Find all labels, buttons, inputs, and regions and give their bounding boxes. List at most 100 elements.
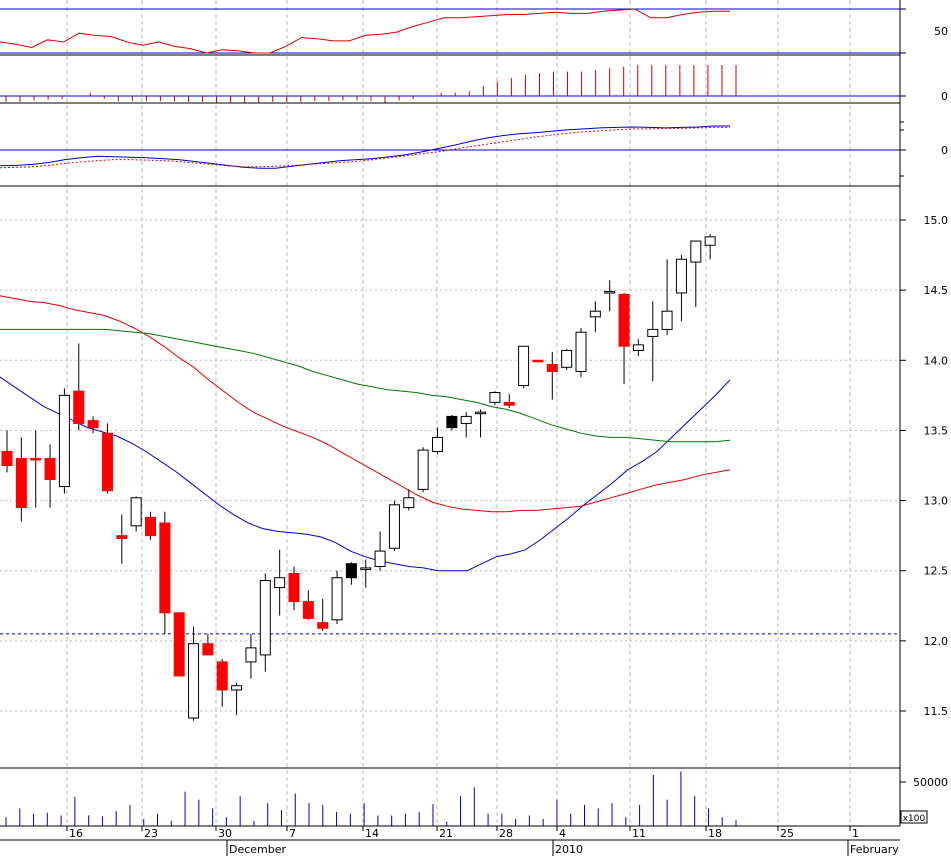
candle — [589, 301, 601, 333]
candle-body — [159, 522, 171, 614]
candle — [331, 570, 343, 625]
candle-body — [116, 535, 128, 539]
candle — [632, 339, 644, 357]
candle — [647, 301, 659, 382]
rsi-tick-label: 50 — [934, 25, 948, 38]
candle — [432, 427, 443, 455]
candle — [618, 292, 630, 385]
candle-body — [188, 643, 200, 719]
candle — [44, 444, 56, 508]
candle — [518, 345, 530, 389]
candle-body — [360, 567, 372, 570]
moving-average-line — [0, 328, 731, 443]
candle — [604, 280, 616, 312]
volume-multiplier-box — [900, 810, 928, 824]
candle-body — [518, 345, 530, 387]
candle — [159, 511, 171, 634]
candle-body — [374, 550, 386, 568]
grid-layer — [0, 0, 900, 826]
candle-body — [575, 331, 587, 373]
candle — [116, 514, 128, 564]
candle — [532, 359, 544, 363]
candle-body — [661, 310, 673, 330]
date-tick-label: 25 — [780, 827, 794, 840]
candle — [1, 430, 13, 473]
month-label: 2010 — [555, 843, 583, 856]
candle — [130, 496, 142, 532]
candle-body — [87, 420, 99, 429]
macd-line — [0, 125, 730, 169]
candle-body — [589, 310, 601, 318]
candle-body — [317, 622, 329, 629]
candle-body — [632, 344, 644, 351]
date-tick-label: 28 — [499, 827, 513, 840]
candle — [360, 559, 372, 588]
candle-body — [432, 436, 443, 452]
candle-body — [446, 415, 458, 429]
candle — [675, 255, 687, 322]
candle-body — [231, 685, 243, 691]
candle-body — [288, 573, 300, 603]
candle-body — [460, 415, 472, 424]
candle — [302, 590, 314, 620]
date-tick-label: 18 — [708, 827, 722, 840]
candle — [475, 409, 487, 438]
candle-body — [532, 359, 544, 363]
candle — [374, 531, 386, 571]
candle-body — [173, 612, 185, 677]
volume-tick-label: 50000 — [913, 776, 948, 789]
candle-body — [403, 497, 415, 509]
candle-body — [546, 363, 558, 373]
price-tick-label: 13.5 — [924, 424, 949, 437]
month-label: February — [850, 843, 899, 856]
candle-body — [675, 258, 687, 294]
macd-panel — [0, 125, 900, 169]
candle-body — [489, 392, 501, 403]
month-label: December — [229, 843, 287, 856]
candle — [460, 412, 472, 438]
candle-body — [73, 390, 85, 424]
histogram-tick-label: 0 — [941, 90, 948, 103]
candle-body — [130, 497, 142, 527]
candle — [58, 388, 70, 494]
candle — [561, 349, 573, 371]
volume-panel — [5, 771, 737, 826]
price-tick-label: 13.0 — [924, 495, 949, 508]
candle-body — [388, 504, 400, 549]
moving-average-line — [0, 295, 731, 513]
candle — [259, 573, 271, 672]
date-tick-label: 23 — [144, 827, 158, 840]
candle — [661, 259, 673, 336]
signal-line — [0, 126, 730, 169]
date-tick-label: 16 — [69, 827, 83, 840]
candle-body — [331, 577, 343, 621]
date-tick-label: 7 — [289, 827, 296, 840]
candle-body — [417, 449, 429, 490]
rsi-line — [0, 8, 730, 54]
candle — [345, 562, 357, 585]
candle-body — [1, 450, 13, 467]
candle-body — [475, 411, 487, 415]
price-tick-label: 12.0 — [924, 635, 949, 648]
candle — [15, 437, 27, 522]
candle-body — [216, 661, 228, 691]
price-tick-label: 14.0 — [924, 354, 949, 367]
candle — [288, 566, 300, 610]
candle — [546, 351, 558, 400]
candle-body — [145, 516, 156, 537]
candle — [73, 343, 85, 431]
candle — [30, 430, 42, 508]
candle-body — [604, 291, 616, 294]
candle-body — [618, 293, 630, 347]
candle — [417, 447, 429, 493]
candle — [231, 682, 243, 716]
price-tick-label: 11.5 — [924, 705, 949, 718]
candle-body — [202, 643, 214, 656]
candle — [173, 612, 185, 677]
volume-multiplier-label: x100 — [903, 814, 926, 824]
histogram-panel — [0, 65, 900, 103]
candle — [403, 489, 415, 511]
candle-body — [302, 601, 314, 619]
